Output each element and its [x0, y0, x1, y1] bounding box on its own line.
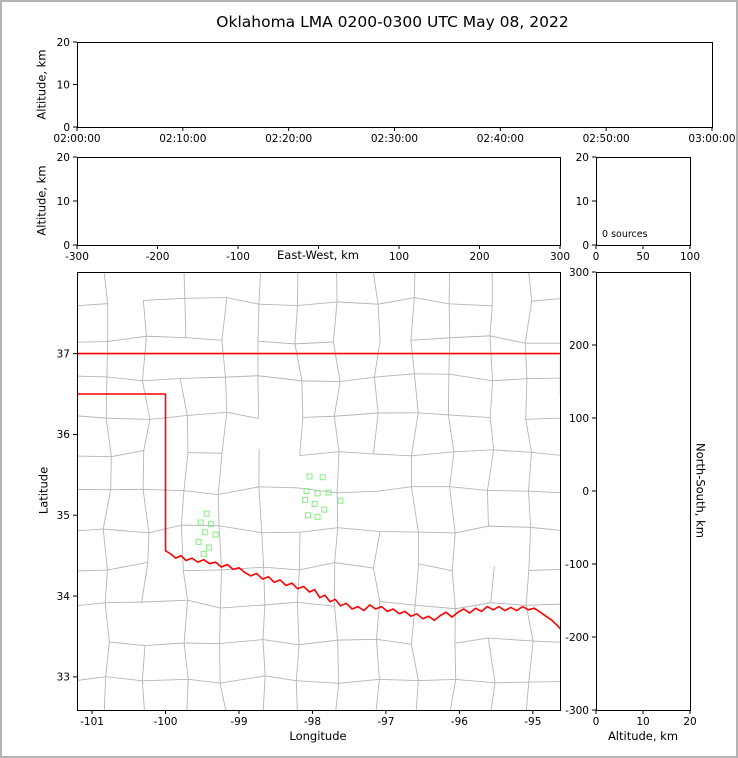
x-tick-label: 100 [389, 251, 409, 263]
source-point [319, 474, 326, 481]
ew-panel-xlabel: East-West, km [263, 249, 373, 261]
y-tick-label: 0 [582, 240, 589, 252]
source-point [304, 512, 312, 519]
source-point [314, 490, 321, 497]
x-tick-label: -100 [226, 251, 250, 263]
x-tick-label: 10 [636, 716, 649, 728]
x-tick-label: 03:00:00 [688, 133, 735, 145]
ns-panel-ylabel: North-South, km [693, 443, 708, 538]
chart-title: Oklahoma LMA 0200-0300 UTC May 08, 2022 [216, 13, 569, 31]
x-tick-label: 02:50:00 [583, 133, 630, 145]
source-point [314, 513, 321, 520]
y-tick-label: 300 [569, 267, 589, 279]
ew-height-panel [77, 157, 561, 246]
x-tick-label: -99 [230, 716, 247, 728]
y-tick-label: 36 [57, 429, 71, 441]
time-height-panel [77, 42, 713, 128]
source-point [321, 506, 328, 513]
y-tick-label: -200 [565, 632, 589, 644]
map-xlabel: Longitude [263, 730, 373, 742]
x-tick-label: 02:00:00 [53, 133, 100, 145]
y-tick-label: 20 [576, 152, 589, 164]
source-point [208, 521, 215, 528]
x-tick-label: 02:40:00 [477, 133, 524, 145]
x-tick-label: 300 [550, 251, 570, 263]
map-ylabel: Latitude [36, 466, 51, 515]
x-tick-label: 20 [683, 716, 696, 728]
source-point [200, 550, 207, 558]
source-point [302, 496, 309, 503]
source-point [303, 487, 310, 495]
x-tick-label: -200 [146, 251, 170, 263]
x-tick-label: 50 [636, 251, 649, 263]
source-point [197, 519, 204, 526]
x-tick-label: -101 [80, 716, 104, 728]
county-lines [77, 272, 560, 710]
x-tick-label: 100 [680, 251, 700, 263]
ns-panel-xlabel: Altitude, km [607, 729, 679, 743]
y-tick-label: 20 [57, 152, 70, 164]
x-tick-label: 02:10:00 [159, 133, 206, 145]
x-tick-label: -98 [304, 716, 321, 728]
histogram-annotation: 0 sources [602, 229, 648, 240]
y-tick-label: 10 [57, 196, 70, 208]
y-tick-label: 33 [57, 672, 70, 684]
x-tick-label: 0 [593, 716, 600, 728]
y-tick-label: 10 [57, 79, 70, 91]
y-tick-label: 37 [57, 348, 70, 360]
y-tick-label: -100 [565, 559, 589, 571]
source-point [203, 510, 210, 517]
source-point [212, 531, 219, 538]
y-tick-label: -300 [565, 705, 589, 717]
source-point [202, 529, 209, 536]
lma-sources [195, 473, 344, 558]
x-tick-label: 200 [469, 251, 489, 263]
x-tick-label: -95 [524, 716, 541, 728]
state-border [77, 352, 560, 630]
y-tick-label: 20 [57, 37, 70, 49]
y-tick-label: 100 [569, 413, 589, 425]
y-tick-label: 35 [57, 510, 70, 522]
x-tick-label: -100 [154, 716, 178, 728]
x-tick-label: -97 [377, 716, 394, 728]
x-tick-label: -300 [65, 251, 89, 263]
source-point [337, 497, 344, 504]
source-point [325, 489, 332, 496]
source-point [195, 538, 202, 545]
x-tick-label: 02:20:00 [265, 133, 312, 145]
y-tick-label: 34 [57, 591, 71, 603]
y-tick-label: 0 [63, 240, 70, 252]
source-point [205, 544, 212, 551]
ew-panel-ylabel: Altitude, km [34, 165, 49, 236]
x-tick-label: 0 [593, 251, 600, 263]
map-layer [77, 272, 560, 710]
map-panel [77, 272, 561, 711]
source-point [306, 473, 313, 480]
y-tick-label: 0 [582, 486, 589, 498]
ns-height-panel [596, 272, 691, 711]
y-tick-label: 0 [63, 122, 70, 134]
y-tick-label: 200 [569, 340, 589, 352]
source-point [311, 500, 318, 507]
x-tick-label: -96 [451, 716, 468, 728]
x-tick-label: 02:30:00 [371, 133, 418, 145]
y-tick-label: 10 [576, 196, 589, 208]
